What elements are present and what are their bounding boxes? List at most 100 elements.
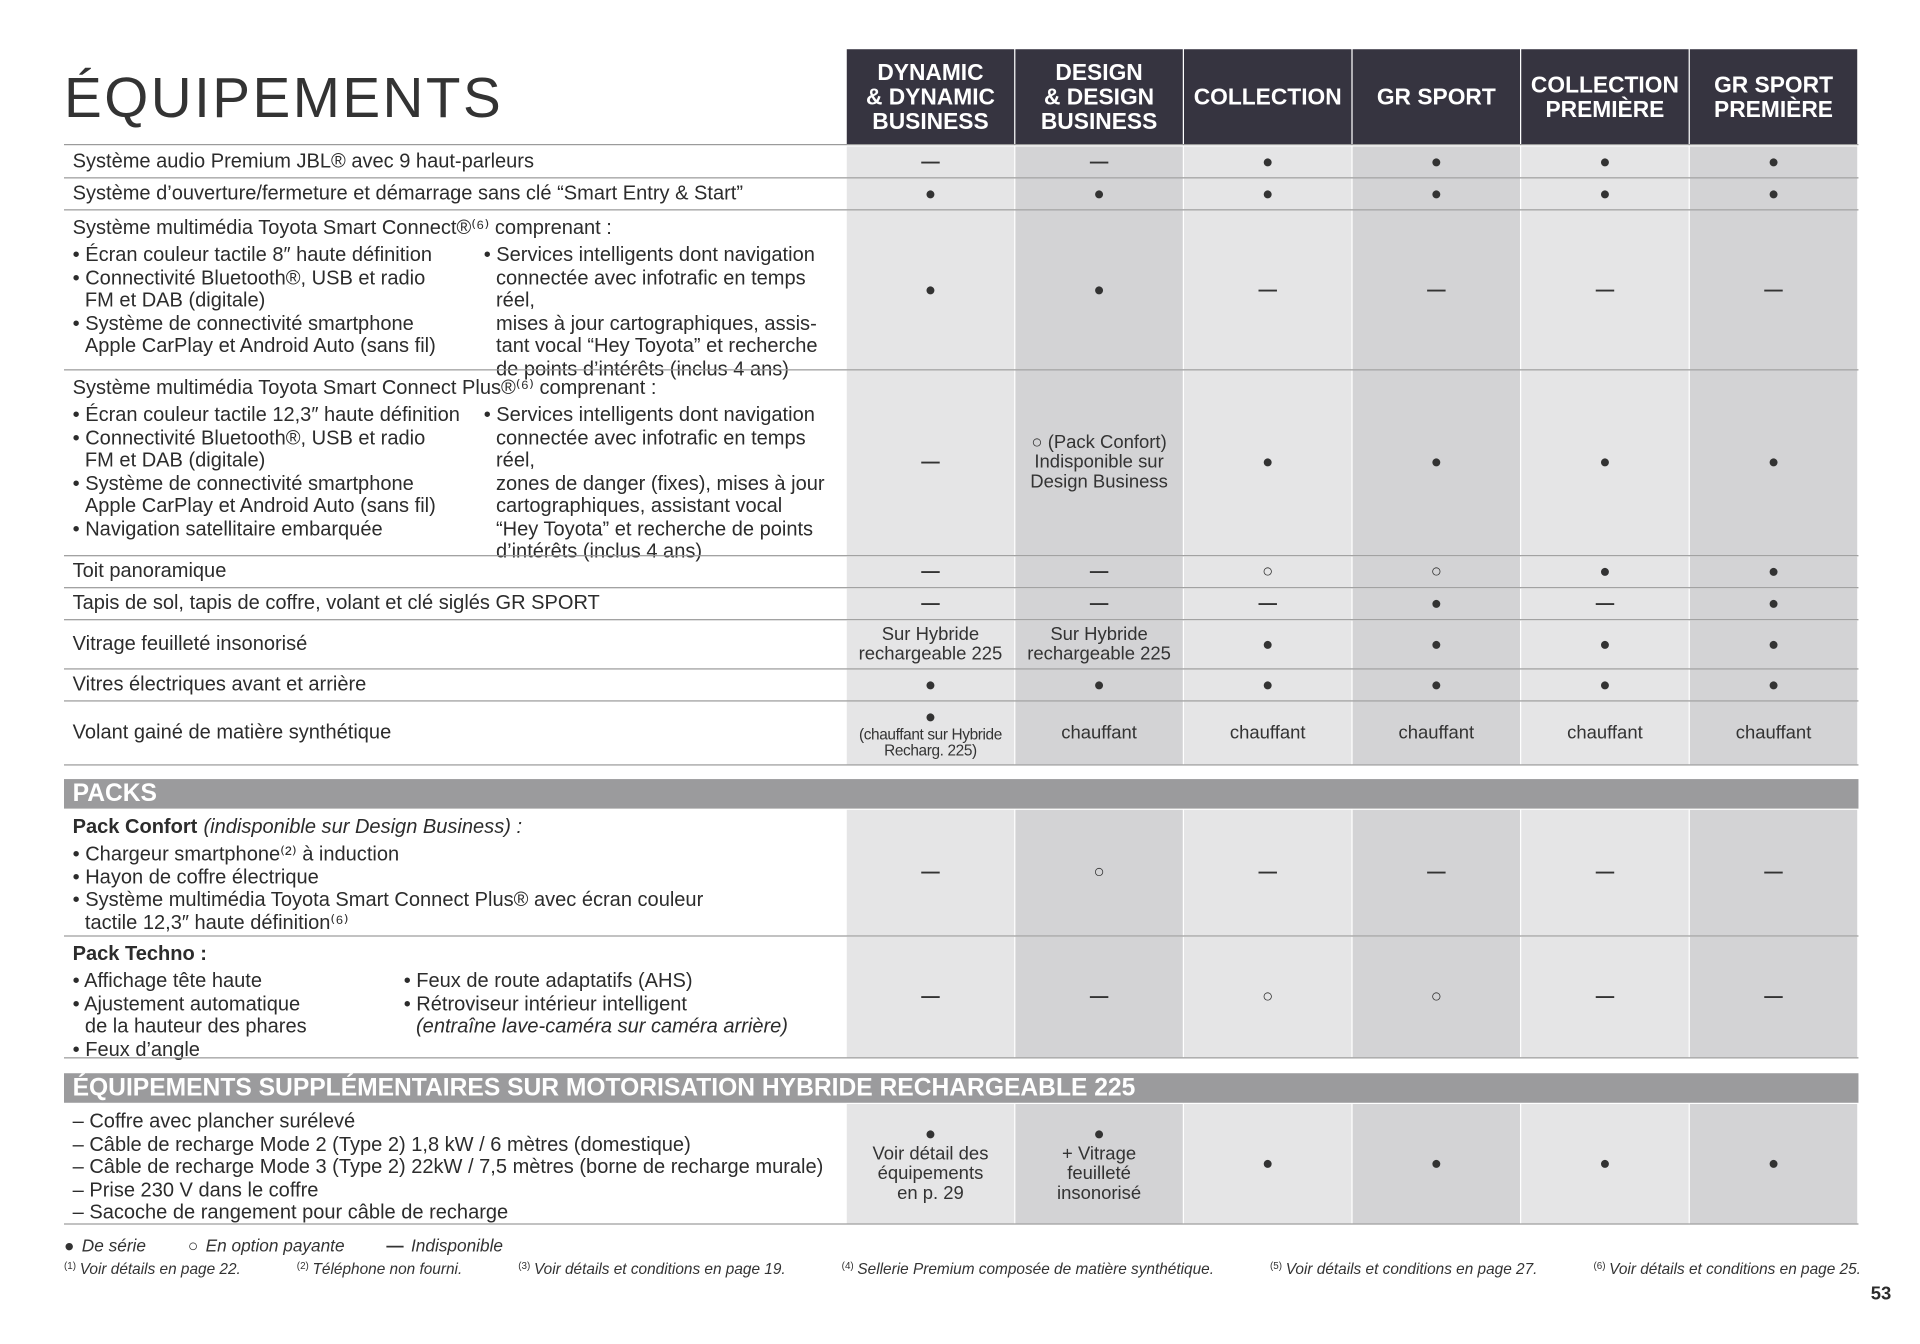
cell-line: Voir détail des xyxy=(872,1142,989,1164)
cell: ● xyxy=(1352,620,1520,669)
cell-value: ● xyxy=(1767,673,1780,695)
cell-value: — xyxy=(1427,861,1446,883)
footnote: (2) Téléphone non fourni. xyxy=(297,1260,462,1277)
footnote-number: (3) xyxy=(518,1260,531,1272)
cell: ● xyxy=(1521,620,1689,669)
section-header: PACKS xyxy=(63,779,1859,809)
cell: — xyxy=(846,809,1015,936)
cell-line: Recharg. 225) xyxy=(884,741,977,759)
cell: — xyxy=(1352,210,1520,370)
cell-value: ● xyxy=(1430,150,1442,172)
cell-value: ● xyxy=(1093,278,1105,300)
column-header-line: BUSINESS xyxy=(872,107,989,134)
label-line: de la hauteur des phares xyxy=(84,1015,307,1039)
cell-line: Design Business xyxy=(1030,471,1168,493)
cell-value: chauffant xyxy=(1735,721,1812,743)
cell-line: ● xyxy=(924,705,937,727)
label-columns: • Affichage tête haute • Ajustement autom… xyxy=(73,970,847,1061)
label-columns: • Écran couleur tactile 12,3″ haute défi… xyxy=(73,404,847,563)
footnote-number: (6) xyxy=(1593,1260,1606,1272)
label-line: tant vocal “Hey Toyota” et recherche xyxy=(495,335,818,358)
cell: — xyxy=(1689,210,1858,370)
cell: — xyxy=(1015,936,1183,1058)
footnote: (6) Voir détails et conditions en page 25… xyxy=(1593,1260,1860,1277)
cell-value: — xyxy=(1427,278,1446,300)
cell-value: ● xyxy=(1262,1152,1274,1174)
cell: ● xyxy=(1689,588,1858,620)
cell-line: Sur Hybride xyxy=(881,623,980,645)
cell-value: ○ xyxy=(1262,560,1274,582)
cell: ● xyxy=(1689,620,1858,669)
cell: — xyxy=(846,556,1015,588)
cell: — xyxy=(1521,588,1689,620)
label-line: cartographiques, assistant vocal xyxy=(495,495,783,518)
cell-value: — xyxy=(1089,150,1109,172)
row-label: Tapis de sol, tapis de coffre, volant et… xyxy=(64,587,847,619)
cell: ● xyxy=(1521,556,1689,588)
footnote-text: Voir détails et conditions en page 25. xyxy=(1609,1260,1861,1278)
cell: ● xyxy=(1183,1103,1352,1224)
footnote: (5) Voir détails et conditions en page 27… xyxy=(1270,1260,1537,1277)
cell: — xyxy=(846,936,1015,1058)
cell-value: ● xyxy=(1262,150,1274,172)
cell: ● xyxy=(1183,370,1352,556)
label-column: • Affichage tête haute • Ajustement autom… xyxy=(73,970,404,1061)
cell: — xyxy=(1183,210,1352,370)
label-line: • Hayon de coffre électrique xyxy=(72,866,319,889)
row-label: Volant gainé de matière synthétique xyxy=(64,700,847,764)
cell-value: — xyxy=(921,861,940,883)
cell-value: ● xyxy=(1093,182,1105,204)
column-header: DYNAMIC & DYNAMIC BUSINESS xyxy=(846,49,1015,144)
legend-text: De série xyxy=(81,1235,146,1256)
row-label: Système multimédia Toyota Smart Connect®… xyxy=(64,209,847,381)
legend-text: En option payante xyxy=(205,1235,345,1256)
label-line: – Câble de recharge Mode 2 (Type 2) 1,8 … xyxy=(72,1132,691,1156)
row-label: Pack Confort (indisponible sur Design Bus… xyxy=(64,809,847,936)
cell: ● + Vitrage feuilleté insonorisé xyxy=(1015,1103,1183,1224)
cell: — xyxy=(1015,588,1183,620)
label-line: FM et DAB (digitale) xyxy=(84,289,266,312)
cell: — xyxy=(1183,588,1352,620)
cell-value: — xyxy=(921,560,940,582)
cell-value: ● xyxy=(1599,451,1611,473)
cell-value: ● xyxy=(1430,182,1442,204)
cell: ● xyxy=(1183,178,1352,210)
legend: ● De série ○ En option payante — Indisponible xyxy=(64,1236,503,1256)
label-line: “Hey Toyota” et recherche de points xyxy=(495,518,814,541)
cell: — xyxy=(846,370,1015,556)
cell-value: — xyxy=(1595,985,1615,1007)
footnote-text: Sellerie Premium composée de matière syn… xyxy=(857,1260,1214,1278)
cell-value: chauffant xyxy=(1567,721,1643,743)
cell: ● Voir détail des équipements en p. 29 xyxy=(846,1103,1015,1224)
label-intro: Système multimédia Toyota Smart Connect … xyxy=(73,377,847,400)
cell-value: — xyxy=(1595,592,1615,614)
cell: — xyxy=(1689,809,1858,936)
label-intro-text: Système multimédia Toyota Smart Connect … xyxy=(72,376,657,399)
row-separator xyxy=(63,555,1859,557)
cell-line: (chauffant sur Hybride xyxy=(858,725,1002,743)
label-line: mises à jour cartographiques, assis- xyxy=(495,312,817,335)
cell-value: ● xyxy=(1767,1152,1780,1174)
legend-symbol: ○ xyxy=(187,1235,199,1256)
cell: ● (chauffant sur Hybride Recharg. 225) xyxy=(846,701,1015,765)
cell-line: insonorisé xyxy=(1056,1182,1142,1204)
label-line: Apple CarPlay et Android Auto (sans fil) xyxy=(84,495,436,518)
label-column: – Coffre avec plancher surélevé – Câble d… xyxy=(73,1110,824,1224)
label-text: Système audio Premium JBL® avec 9 haut-p… xyxy=(72,149,534,173)
cell: — xyxy=(846,146,1015,178)
label-line: • Écran couleur tactile 8″ haute définit… xyxy=(72,244,433,267)
cell: — xyxy=(1183,809,1352,936)
row-label: Système d’ouverture/fermeture et démarra… xyxy=(64,177,847,209)
footnote-number: (4) xyxy=(841,1260,854,1272)
cell: ○ xyxy=(1183,556,1352,588)
label-column: • Écran couleur tactile 12,3″ haute défi… xyxy=(73,404,484,563)
label-line: connectée avec infotrafic en temps réel, xyxy=(495,266,806,312)
cell: ● xyxy=(1015,669,1183,701)
cell: chauffant xyxy=(1352,701,1520,765)
cell: — xyxy=(1521,809,1689,936)
label-text: Volant gainé de matière synthétique xyxy=(72,720,392,744)
label-line: • Navigation satellitaire embarquée xyxy=(72,518,383,541)
cell-value: — xyxy=(1089,560,1109,582)
label-line: • Feux de route adaptatifs (AHS) xyxy=(403,970,693,993)
cell-line: + Vitrage xyxy=(1062,1142,1137,1164)
